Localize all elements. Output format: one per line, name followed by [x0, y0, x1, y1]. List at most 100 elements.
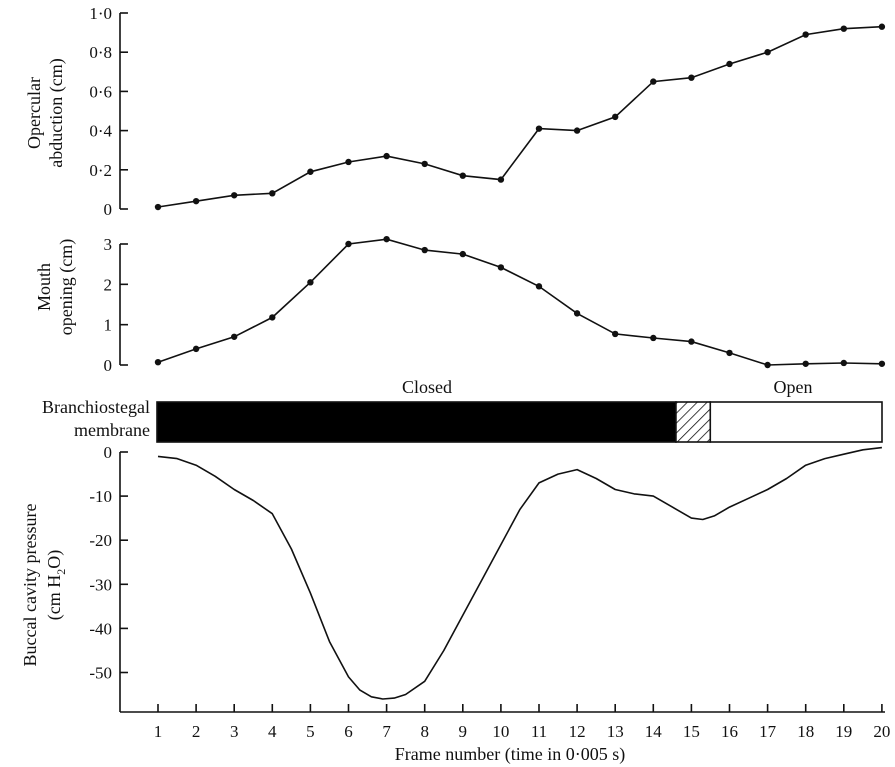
- opercular-data-point: [764, 49, 771, 56]
- membrane-label-line2: membrane: [74, 420, 150, 440]
- mouth-data-point: [840, 359, 847, 367]
- mouth-data-point: [535, 283, 543, 290]
- x-axis-frame-number: 1 2 3 4 5 6 7 8 9 10 11 12 13 14 15 16 17 18 19 20: [120, 704, 890, 741]
- mouth-line: [157, 238, 882, 366]
- opercular-data-point: [231, 192, 238, 199]
- mouth-data-point: [383, 235, 390, 243]
- opercular-y-tick-label: 0·2: [89, 161, 112, 180]
- mouth-y-tick-label: 2: [104, 275, 113, 294]
- x-tick-label: 8: [420, 722, 429, 741]
- membrane-state-label: Closed: [402, 377, 452, 397]
- y-axis-label-mouth-line2: opening (cm): [56, 239, 77, 335]
- x-tick-label: 7: [382, 722, 391, 741]
- mouth-data-point: [802, 360, 809, 367]
- mouth-data-point: [154, 358, 162, 366]
- pressure-y-tick-label: 0: [104, 443, 113, 462]
- mouth-data-point: [612, 330, 619, 338]
- series-mouth-opening: [154, 235, 886, 369]
- mouth-y-tick-label: 0: [104, 356, 113, 375]
- opercular-data-point: [307, 168, 314, 175]
- x-tick-label: 11: [531, 722, 547, 741]
- x-tick-label: 1: [154, 722, 163, 741]
- mouth-data-point: [307, 279, 314, 286]
- opercular-line: [157, 25, 882, 208]
- pressure-y-tick-label: -50: [89, 664, 112, 683]
- x-tick-label: 16: [721, 722, 738, 741]
- mouth-data-point: [878, 360, 886, 367]
- pressure-unit-prefix: (cm H: [44, 575, 65, 620]
- mouth-data-point: [497, 264, 505, 271]
- opercular-data-point: [840, 25, 847, 32]
- mouth-data-point: [726, 349, 733, 357]
- pressure-curve: [157, 446, 882, 700]
- opercular-data-point: [345, 158, 352, 166]
- pressure-y-tick-label: -20: [89, 531, 112, 550]
- y-axis-label-pressure-line1: Buccal cavity pressure: [20, 504, 40, 667]
- x-tick-label: 5: [306, 722, 315, 741]
- y-axis-pressure: 0 -10 -20 -30 -40 -50: [89, 443, 128, 712]
- panel-branchiostegal-membrane: Branchiostegal membrane Closed Open: [42, 377, 883, 443]
- x-tick-label: 2: [192, 722, 201, 741]
- mouth-data-point: [764, 361, 771, 369]
- pressure-unit-subscript: 2: [54, 569, 68, 575]
- x-tick-label: 19: [835, 722, 852, 741]
- opercular-data-point: [650, 78, 657, 85]
- opercular-data-point: [802, 31, 809, 38]
- x-tick-label: 12: [569, 722, 586, 741]
- panel-mouth-opening: Mouth opening (cm) 0 1 2 3: [34, 235, 886, 375]
- x-tick-label: 9: [459, 722, 468, 741]
- opercular-data-point: [154, 203, 162, 211]
- membrane-segment-transition: [675, 401, 712, 443]
- pressure-y-tick-label: -40: [89, 619, 112, 638]
- y-axis-opercular: 0 0·2 0·4 0·6 0·8 1·0: [89, 4, 128, 219]
- panel-opercular-abduction: Opercular abduction (cm) 0 0·2 0·4 0·6 0·8 1·…: [24, 4, 886, 219]
- panel-buccal-pressure: Buccal cavity pressure (cm H2O) 0-10-20-…: [20, 443, 890, 765]
- pressure-unit-suffix: O): [44, 550, 65, 569]
- pressure-y-tick-label: -10: [89, 487, 112, 506]
- opercular-data-point: [612, 113, 619, 121]
- opercular-data-point: [383, 152, 390, 160]
- x-tick-label: 3: [230, 722, 239, 741]
- membrane-state-bar: Closed Open: [156, 377, 883, 443]
- opercular-y-tick-label: 0: [104, 200, 113, 219]
- x-tick-label: 20: [873, 722, 890, 741]
- opercular-data-point: [535, 125, 543, 132]
- mouth-data-point: [573, 310, 581, 317]
- membrane-segment-closed: [156, 401, 677, 443]
- mouth-y-tick-label: 1: [104, 316, 113, 335]
- opercular-data-point: [688, 74, 695, 81]
- x-axis-label: Frame number (time in 0·005 s): [395, 744, 625, 765]
- pressure-y-tick-label: -30: [89, 575, 112, 594]
- membrane-segment-open: [709, 401, 883, 443]
- y-axis-label-mouth-line1: Mouth: [34, 263, 54, 311]
- opercular-data-point: [573, 127, 581, 134]
- opercular-data-point: [421, 160, 428, 168]
- x-tick-label: 13: [607, 722, 624, 741]
- x-tick-label: 14: [645, 722, 663, 741]
- opercular-data-point: [192, 197, 200, 205]
- mouth-data-point: [269, 314, 276, 321]
- opercular-y-tick-label: 0·4: [89, 122, 112, 141]
- x-tick-label: 15: [683, 722, 700, 741]
- opercular-data-point: [269, 190, 276, 197]
- x-tick-label: 10: [492, 722, 509, 741]
- membrane-label-line1: Branchiostegal: [42, 397, 150, 417]
- x-tick-label: 6: [344, 722, 353, 741]
- x-tick-label: 18: [797, 722, 814, 741]
- x-tick-label: 4: [268, 722, 277, 741]
- opercular-y-tick-label: 1·0: [89, 4, 112, 23]
- mouth-data-point: [459, 250, 466, 258]
- y-axis-label-opercular-line1: Opercular: [24, 77, 44, 149]
- membrane-state-label: Open: [774, 377, 813, 397]
- series-opercular-abduction: [154, 23, 886, 211]
- opercular-data-point: [878, 23, 886, 30]
- series-buccal-pressure: [157, 446, 882, 700]
- y-axis-label-pressure-line2: (cm H2O): [44, 550, 68, 620]
- opercular-y-tick-label: 0·8: [89, 43, 112, 62]
- x-tick-label: 17: [759, 722, 777, 741]
- opercular-data-point: [726, 60, 733, 68]
- y-axis-mouth: 0 1 2 3: [104, 235, 128, 375]
- opercular-data-point: [497, 176, 505, 183]
- mouth-data-point: [231, 333, 238, 340]
